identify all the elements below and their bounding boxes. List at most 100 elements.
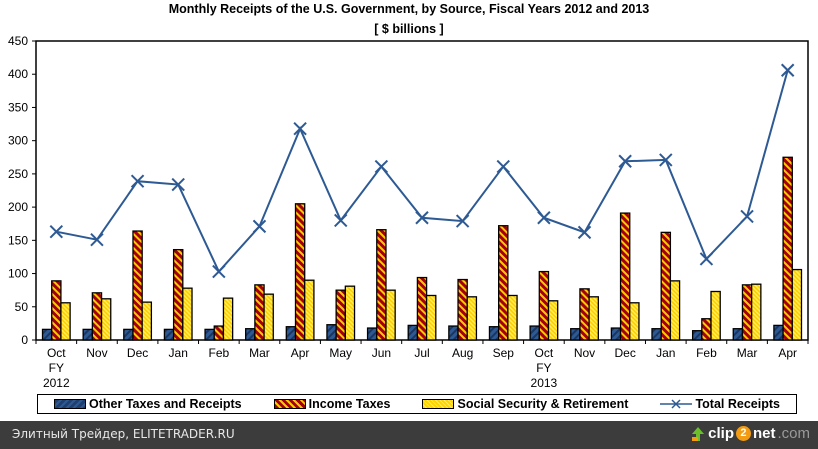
marker-stroke [699, 252, 714, 266]
x-tick-label: Nov [86, 346, 107, 360]
footer-bar: Элитный Трейдер, ELITETRADER.RU clip 2 n… [0, 421, 818, 449]
legend-label-other: Other Taxes and Receipts [89, 397, 242, 411]
marker-stroke [577, 225, 592, 240]
legend-item-other: Other Taxes and Receipts [54, 397, 242, 411]
total-receipts-marker [537, 211, 551, 225]
legend-item-ss: Social Security & Retirement [422, 397, 628, 411]
x-tick-label: Oct [47, 346, 66, 360]
total-receipts-marker [780, 63, 795, 77]
marker-stroke [780, 63, 795, 77]
x-tick-label: Dec [127, 346, 148, 360]
legend-label-income: Income Taxes [308, 397, 391, 411]
x-tick-label: Sep [493, 346, 515, 360]
chart-subtitle: [ $ billions ] [374, 22, 444, 36]
bar-other-taxes [123, 328, 134, 341]
bar-income-taxes [51, 280, 62, 341]
x-tick-label: Jan [169, 346, 188, 360]
total-receipts-marker [293, 121, 307, 136]
marker-stroke [293, 121, 307, 136]
legend-label-ss: Social Security & Retirement [457, 397, 629, 411]
x-tick-label: FY [536, 361, 551, 375]
total-receipts-marker [212, 264, 226, 279]
bar-social-security [588, 296, 599, 341]
logo-text-com: .com [777, 425, 810, 442]
marker-stroke [740, 209, 754, 224]
total-receipts-marker [334, 213, 348, 228]
bar-other-taxes [529, 325, 540, 341]
bar-other-taxes [41, 328, 53, 341]
bar-social-security [466, 296, 478, 341]
bar-other-taxes [570, 328, 581, 341]
bar-income-taxes [701, 318, 712, 341]
marker-stroke [334, 213, 348, 228]
bar-income-taxes [416, 276, 428, 341]
bar-social-security [60, 302, 71, 341]
x-tick-label: Mar [737, 346, 758, 360]
marker-stroke [130, 174, 145, 188]
bar-income-taxes [91, 292, 103, 341]
bar-social-security [182, 287, 193, 341]
total-receipts-line [56, 69, 789, 274]
bar-social-security [263, 293, 274, 341]
bar-income-taxes [376, 229, 387, 341]
x-tick-label: Aug [452, 346, 473, 360]
marker-stroke [537, 211, 551, 225]
total-receipts-marker [455, 214, 470, 228]
bar-social-security [629, 302, 640, 341]
bar-income-taxes [579, 288, 590, 341]
bar-income-taxes [294, 203, 306, 341]
legend-swatch-ss [422, 399, 455, 409]
bar-social-security [751, 283, 762, 341]
bar-social-security [425, 294, 437, 341]
bar-other-taxes [773, 324, 784, 341]
bar-other-taxes [163, 328, 175, 341]
bar-social-security [710, 290, 721, 341]
bar-other-taxes [285, 326, 297, 341]
x-tick-label: 2013 [531, 376, 558, 390]
marker-stroke [49, 224, 64, 239]
bar-other-taxes [204, 328, 215, 341]
bars [41, 156, 803, 341]
x-tick-label: Dec [614, 346, 635, 360]
bar-income-taxes [172, 248, 184, 341]
legend-item-total: Total Receipts [660, 397, 780, 411]
bar-income-taxes [782, 156, 793, 341]
y-tick-label: 400 [8, 67, 28, 81]
bar-social-security [222, 297, 234, 341]
chart-title: Monthly Receipts of the U.S. Government,… [168, 2, 650, 16]
total-receipts-marker [130, 174, 145, 188]
x-tick-label: Apr [778, 346, 797, 360]
x-tick-label: Feb [696, 346, 717, 360]
bar-income-taxes [619, 212, 631, 341]
y-tick-label: 350 [8, 100, 28, 114]
x-tick-label: Feb [208, 346, 229, 360]
marker-stroke [212, 264, 226, 279]
y-tick-label: 150 [8, 233, 28, 247]
total-receipts-marker [659, 153, 673, 167]
total-receipts-marker [496, 159, 510, 174]
bar-other-taxes [610, 327, 622, 341]
bar-other-taxes [448, 325, 459, 341]
x-tick-label: Nov [574, 346, 595, 360]
bar-income-taxes [335, 289, 346, 341]
y-tick-label: 0 [21, 333, 28, 347]
marker-stroke [496, 159, 510, 174]
bar-income-taxes [213, 325, 225, 341]
total-receipts-marker [374, 159, 389, 174]
y-tick-label: 50 [15, 300, 29, 314]
marker-stroke [171, 177, 185, 192]
y-tick-label: 100 [8, 267, 28, 281]
bar-social-security [141, 301, 153, 341]
marker-stroke [374, 159, 389, 174]
bar-income-taxes [498, 225, 509, 341]
bar-income-taxes [741, 284, 753, 341]
bar-other-taxes [245, 328, 256, 341]
total-line [49, 63, 795, 279]
total-receipts-marker [171, 177, 185, 192]
legend-swatch-total [660, 399, 693, 409]
marker-stroke [618, 154, 632, 168]
bar-income-taxes [660, 231, 672, 341]
legend-label-total: Total Receipts [695, 397, 780, 411]
bar-social-security [304, 279, 315, 341]
